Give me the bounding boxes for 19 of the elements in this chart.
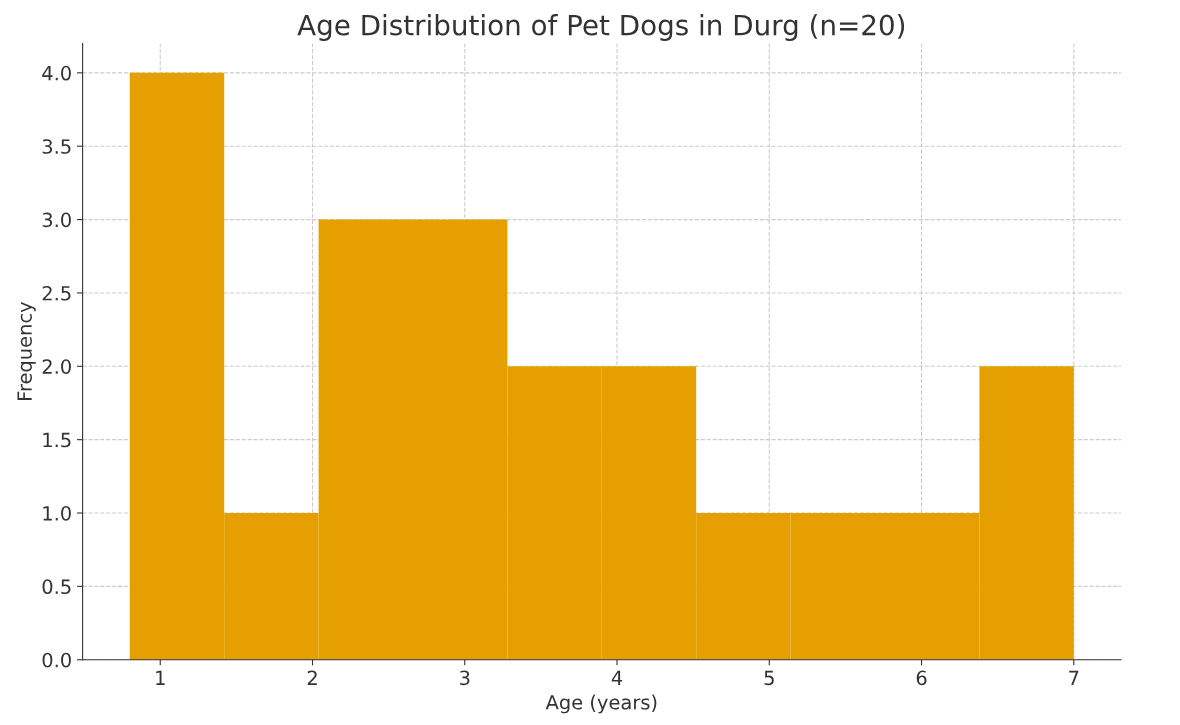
y-tick-label: 0.0 [42,652,71,668]
x-tick-label: 3 [460,670,470,686]
y-tick-label: 3.5 [42,139,71,154]
y-tick-label: 1.5 [43,432,71,448]
x-tick-label: 7 [1069,670,1079,685]
x-tick-label: 6 [916,670,927,686]
y-axis-title: Frequency [17,301,36,400]
y-tick-label: 1.0 [43,505,71,521]
x-tick-label: 1 [156,670,165,685]
x-axis-title: Age (years) [545,694,657,714]
y-tick-label: 3.0 [42,212,71,228]
y-tick-label: 2.0 [42,359,71,374]
y-tick-label: 4.0 [42,65,71,81]
y-tick-label: 2.5 [42,285,71,301]
x-tick-label: 4 [611,670,623,685]
y-tick-label: 0.5 [42,579,71,595]
x-tick-label: 5 [764,670,774,686]
x-tick-label: 2 [307,670,317,685]
chart-title: Age Distribution of Pet Dogs in Durg (n=20) [297,14,905,41]
